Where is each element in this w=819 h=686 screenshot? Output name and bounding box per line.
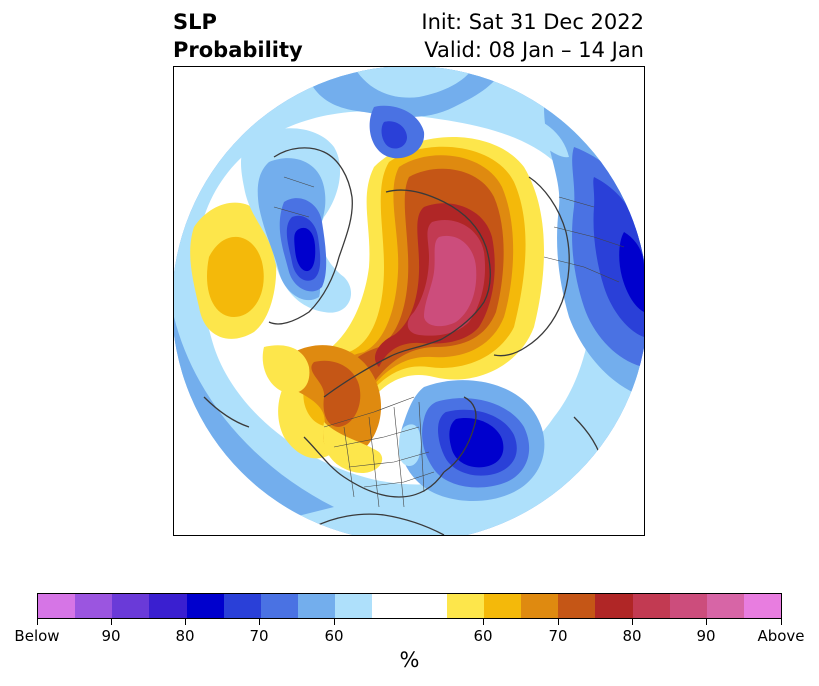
colorbar-segment — [75, 594, 113, 618]
map-title: SLP Probability — [173, 8, 303, 64]
colorbar-tick — [111, 619, 112, 625]
colorbar-segment — [298, 594, 336, 618]
colorbar-segment — [706, 594, 744, 618]
colorbar-tick-label: Below — [14, 627, 60, 645]
colorbar — [37, 593, 782, 619]
title-quantity: Probability — [173, 38, 303, 62]
colorbar-segment — [186, 594, 224, 618]
colorbar-tick — [334, 619, 335, 625]
colorbar-tick-label: 80 — [175, 627, 195, 645]
colorbar-tick-label: 60 — [473, 627, 493, 645]
colorbar-tick-label: 70 — [548, 627, 568, 645]
colorbar-tick — [558, 619, 559, 625]
colorbar-segment — [521, 594, 559, 618]
colorbar-segment — [335, 594, 373, 618]
colorbar-segment — [483, 594, 522, 618]
colorbar-tick-label: 60 — [324, 627, 344, 645]
colorbar-tick — [706, 619, 707, 625]
colorbar-segment — [743, 594, 782, 618]
colorbar-segment — [260, 594, 299, 618]
title-variable: SLP — [173, 10, 217, 34]
colorbar-segment — [38, 594, 76, 618]
map-panel — [173, 66, 645, 536]
colorbar-tick-label: 70 — [249, 627, 269, 645]
colorbar-segment — [446, 594, 484, 618]
valid-date-range: Valid: 08 Jan – 14 Jan — [424, 38, 644, 62]
colorbar-segment — [409, 594, 447, 618]
colorbar-segment — [558, 594, 596, 618]
colorbar-segment — [112, 594, 150, 618]
init-date: Init: Sat 31 Dec 2022 — [421, 10, 644, 34]
political-borders — [273, 176, 625, 508]
colorbar-segment — [632, 594, 670, 618]
colorbar-tick — [37, 619, 38, 625]
colorbar-tick — [185, 619, 186, 625]
colorbar-tick-label: 90 — [696, 627, 716, 645]
colorbar-tick — [259, 619, 260, 625]
probability-map — [174, 67, 644, 535]
colorbar-segment — [149, 594, 187, 618]
colorbar-segment — [669, 594, 707, 618]
colorbar-unit-label: % — [399, 648, 420, 672]
map-dates: Init: Sat 31 Dec 2022 Valid: 08 Jan – 14… — [421, 8, 644, 64]
colorbar-segment — [595, 594, 633, 618]
colorbar-tick-label: 90 — [101, 627, 121, 645]
colorbar-tick — [781, 619, 782, 625]
colorbar-tick — [483, 619, 484, 625]
colorbar-tick-label: Above — [757, 627, 805, 645]
colorbar-tick-label: 80 — [622, 627, 642, 645]
colorbar-segment — [372, 594, 410, 618]
colorbar-segment — [223, 594, 261, 618]
colorbar-tick — [632, 619, 633, 625]
